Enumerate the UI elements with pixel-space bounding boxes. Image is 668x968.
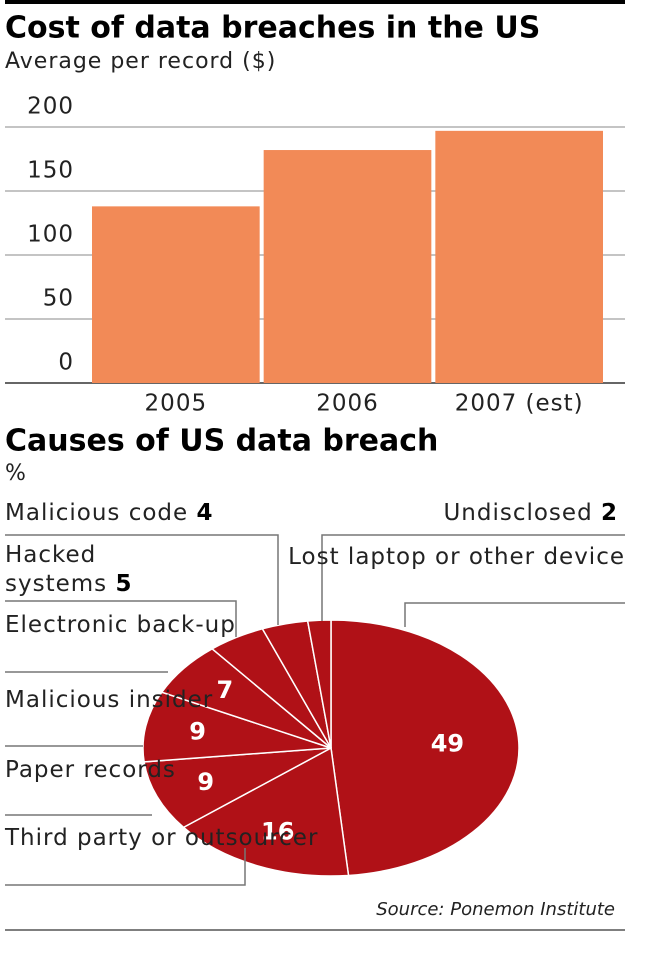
chart-subtitle: Average per record ($) [5, 49, 276, 74]
slice-name: Third party or outsourcer [5, 825, 319, 851]
slice-label: Hacked systems 5 [5, 541, 165, 599]
y-tick-label: 0 [58, 350, 74, 376]
y-tick-label: 200 [27, 94, 74, 120]
y-tick-label: 150 [27, 158, 74, 184]
slice-label: Third party or outsourcer [5, 824, 318, 853]
slice-label: Malicious code 4 [5, 499, 214, 528]
slice-label: Undisclosed 2 [443, 499, 618, 528]
slice-value: 4 [196, 500, 214, 526]
x-tick-label: 2006 [316, 391, 379, 417]
leader-line [5, 848, 246, 886]
slice-name: Paper records [5, 757, 176, 783]
y-tick-label: 100 [27, 222, 74, 248]
source: Source: Ponemon Institute [376, 899, 615, 920]
leader-line [321, 534, 625, 621]
y-tick-label: 50 [43, 286, 74, 312]
bar [435, 130, 603, 383]
slice-name: Malicious code [5, 500, 189, 526]
slice-label: Lost laptop or other device [288, 543, 625, 572]
slice-value: 9 [197, 768, 214, 796]
slice-value: 5 [115, 571, 133, 597]
slice-label: Malicious insider [5, 686, 213, 715]
slice-name: Malicious insider [5, 687, 214, 713]
leader-line [404, 602, 625, 627]
slice-label: Paper records [5, 756, 176, 785]
chart-title: Causes of US data breach [5, 424, 438, 459]
slice-name: Undisclosed [443, 500, 593, 526]
slice-label: Electronic back-up [5, 611, 236, 640]
slice-name: Electronic back-up [5, 612, 236, 638]
pie-slice [330, 619, 520, 877]
slice-value: 9 [189, 717, 206, 745]
leader-line [5, 600, 237, 637]
leader-line [5, 534, 279, 625]
pie-slice [143, 747, 332, 829]
slice-value: 7 [216, 676, 233, 704]
top-rule [5, 0, 625, 4]
slice-value: 16 [261, 818, 294, 846]
bar [92, 206, 260, 383]
chart-title: Cost of data breaches in the US [5, 11, 540, 46]
slice-value: 49 [431, 729, 464, 757]
pie-slice [182, 746, 350, 877]
x-tick-label: 2007 (est) [455, 391, 584, 417]
pie-slice [142, 691, 332, 763]
bar [263, 150, 432, 383]
slice-name: Lost laptop or other device [288, 544, 625, 570]
x-tick-label: 2005 [145, 391, 208, 417]
slice-name: Hacked systems [5, 542, 108, 597]
chart-subtitle: % [5, 461, 27, 486]
slice-value: 2 [600, 500, 618, 526]
pie-slice [306, 619, 332, 749]
